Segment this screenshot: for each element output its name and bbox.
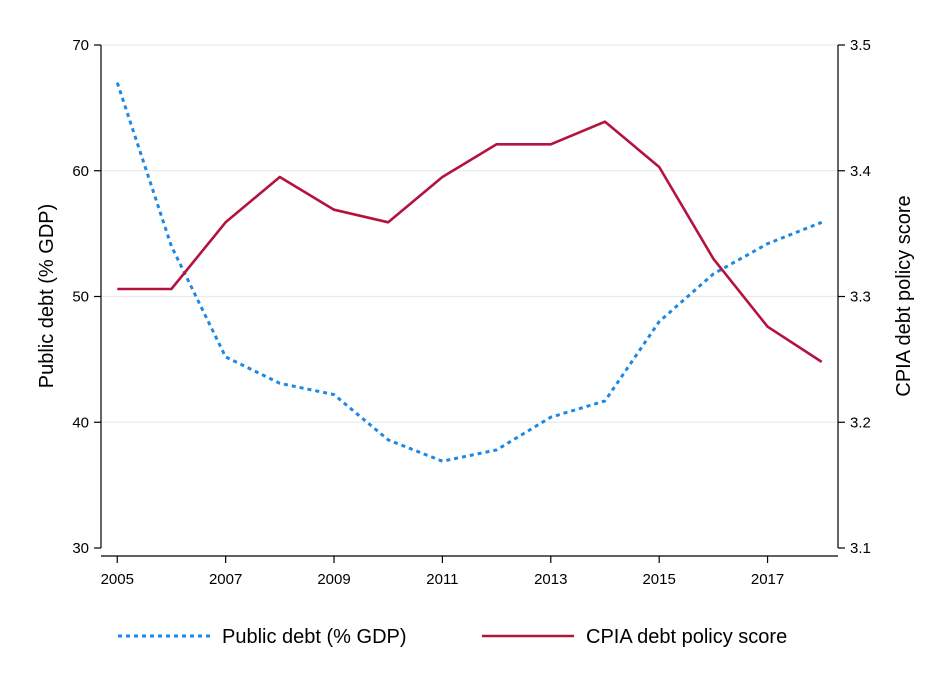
y-right-tick-label: 3.4	[850, 163, 871, 180]
x-tick-label: 2013	[534, 571, 567, 588]
x-tick-label: 2015	[642, 571, 675, 588]
gridlines	[101, 44, 838, 423]
y-left-tick-label: 60	[72, 163, 89, 180]
y-left-axis-title: Public debt (% GDP)	[36, 204, 58, 389]
y-left-tick-label: 30	[72, 540, 89, 557]
y-right-axis-title: CPIA debt policy score	[893, 195, 915, 396]
axes	[94, 44, 845, 563]
tick-labels: 30 40 50 60 70 3.1 3.2 3.3 3.4 3.5 2005 2007 2009 201…	[72, 37, 871, 588]
legend-label-public-debt: Public debt (% GDP)	[222, 626, 407, 648]
x-tick-label: 2017	[751, 571, 784, 588]
y-left-tick-label: 50	[72, 289, 89, 306]
legend-label-cpia: CPIA debt policy score	[586, 626, 787, 648]
series-line-cpia	[117, 120, 823, 363]
series-layer	[115, 82, 823, 463]
x-tick-label: 2007	[209, 571, 242, 588]
x-tick-label: 2011	[426, 571, 458, 588]
y-right-tick-label: 3.3	[850, 289, 871, 306]
legend: Public debt (% GDP) CPIA debt policy sco…	[118, 626, 787, 648]
y-right-tick-label: 3.1	[850, 540, 871, 557]
y-left-tick-label: 40	[72, 414, 89, 431]
y-right-tick-label: 3.2	[850, 414, 871, 431]
y-right-tick-label: 3.5	[850, 37, 871, 54]
x-tick-label: 2009	[317, 571, 350, 588]
series-line-public-debt	[115, 82, 823, 463]
y-left-tick-label: 70	[72, 37, 89, 54]
x-tick-label: 2005	[101, 571, 134, 588]
